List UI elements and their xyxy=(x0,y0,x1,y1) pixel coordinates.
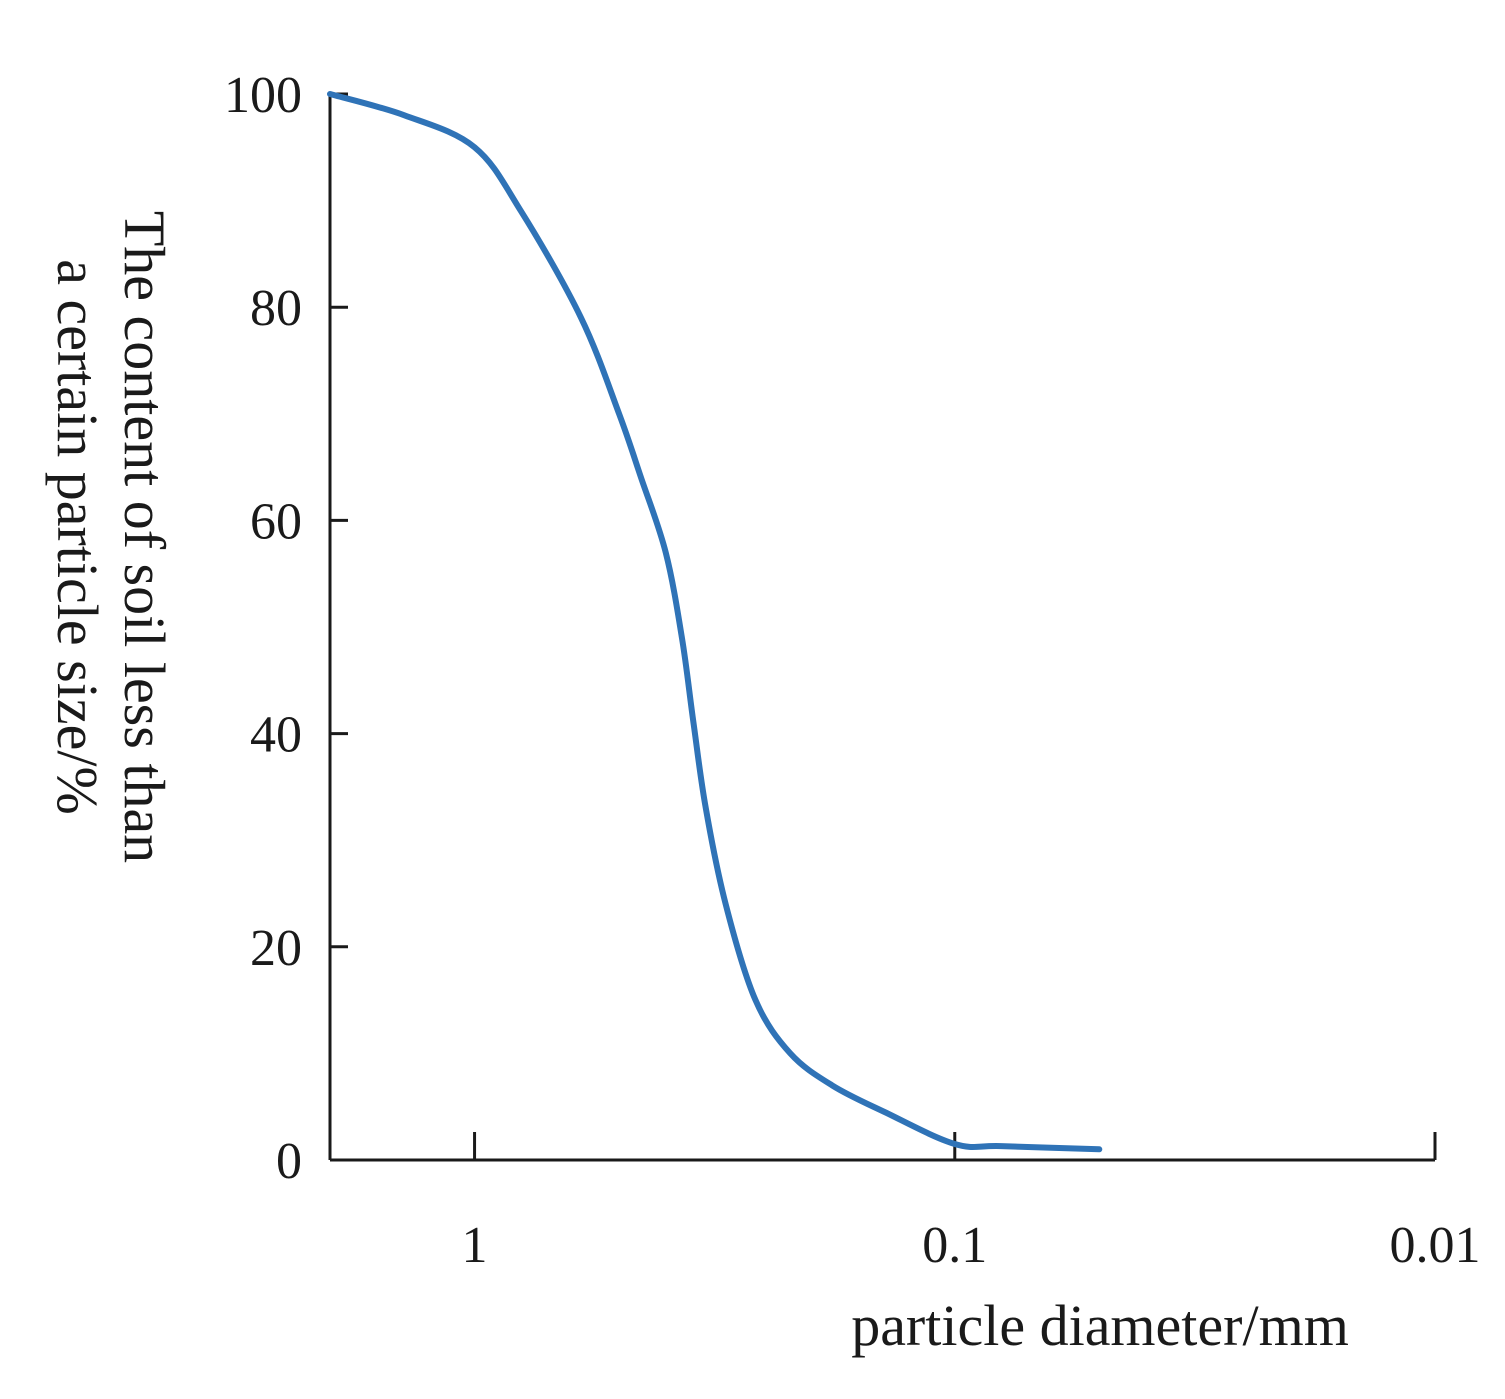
y-axis-title-line: a certain particle size/% xyxy=(45,259,110,815)
data-series xyxy=(327,91,1103,1153)
axes xyxy=(328,92,1435,1162)
series-line xyxy=(327,91,1103,1153)
y-axis-title-line: The content of soil less than xyxy=(112,211,177,863)
x-axis-title: particle diameter/mm xyxy=(851,1293,1349,1358)
y-axis-ticks: 0 20 40 60 80 100 xyxy=(224,67,348,1190)
y-tick-label: 0 xyxy=(276,1133,302,1190)
y-tick-label: 80 xyxy=(250,280,302,337)
x-tick-label: 0.01 xyxy=(1390,1217,1481,1274)
y-tick-label: 100 xyxy=(224,67,302,124)
x-tick-label: 0.1 xyxy=(922,1217,987,1274)
x-axis-ticks: 1 0.1 0.01 xyxy=(462,1132,1481,1274)
y-tick-label: 20 xyxy=(250,920,302,977)
y-tick-label: 40 xyxy=(250,707,302,764)
y-tick-label: 60 xyxy=(250,493,302,550)
x-tick-label: 1 xyxy=(462,1217,488,1274)
